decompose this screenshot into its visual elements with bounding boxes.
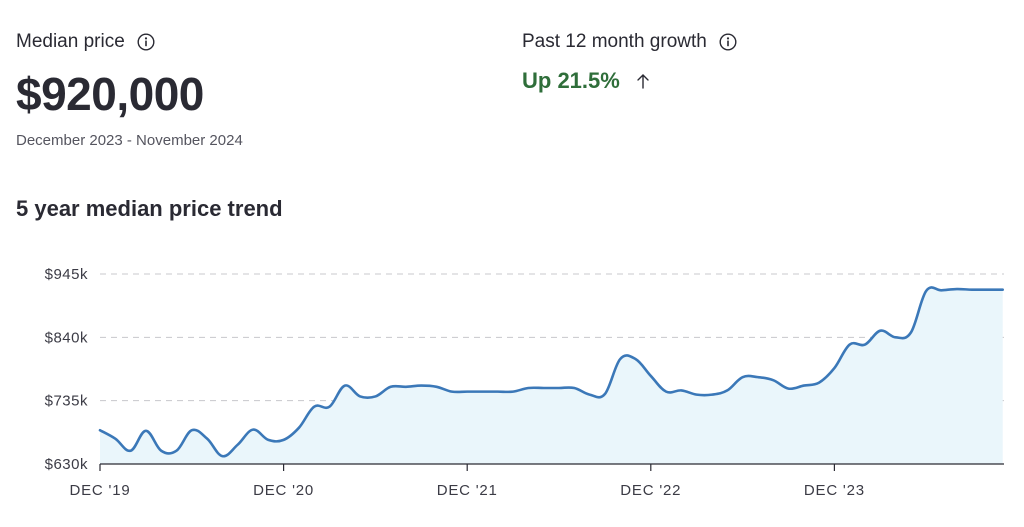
- price-trend-chart: $630k $735k $840k $945k DEC '19 DEC '20 DEC '2…: [0, 250, 1024, 527]
- chart-svg: $630k $735k $840k $945k DEC '19 DEC '20 DEC '2…: [45, 266, 1004, 499]
- growth-label: Past 12 month growth: [522, 31, 707, 52]
- date-range: December 2023 - November 2024: [16, 132, 243, 149]
- info-icon[interactable]: [137, 33, 155, 51]
- x-tick-label: DEC '22: [620, 482, 681, 499]
- y-tick-label: $840k: [45, 329, 88, 346]
- growth-value: Up 21.5%: [522, 68, 620, 93]
- x-tick-label: DEC '19: [70, 482, 131, 499]
- axis-layer: [99, 463, 1004, 471]
- info-icon[interactable]: [719, 33, 737, 51]
- y-tick-label: $945k: [45, 266, 88, 283]
- y-tick-label: $735k: [45, 393, 88, 410]
- x-tick-label: DEC '23: [804, 482, 865, 499]
- median-price-block: Median price $920,000 December 2023 - No…: [16, 30, 243, 149]
- growth-row: Up 21.5%: [522, 68, 737, 94]
- y-tick-label: $630k: [45, 456, 88, 473]
- x-tick-label: DEC '20: [253, 482, 314, 499]
- median-price-value: $920,000: [16, 68, 204, 120]
- section-title: 5 year median price trend: [16, 196, 283, 221]
- median-price-label-row: Median price: [16, 30, 243, 54]
- growth-label-row: Past 12 month growth: [522, 30, 737, 54]
- growth-block: Past 12 month growth Up 21.5%: [522, 30, 737, 94]
- area-fill: [100, 287, 1003, 464]
- x-tick-label: DEC '21: [437, 482, 498, 499]
- median-price-label: Median price: [16, 31, 125, 52]
- tick-labels: $630k $735k $840k $945k DEC '19 DEC '20 DEC '2…: [45, 266, 865, 499]
- arrow-up-icon: [637, 74, 649, 89]
- price-line: [98, 286, 1004, 458]
